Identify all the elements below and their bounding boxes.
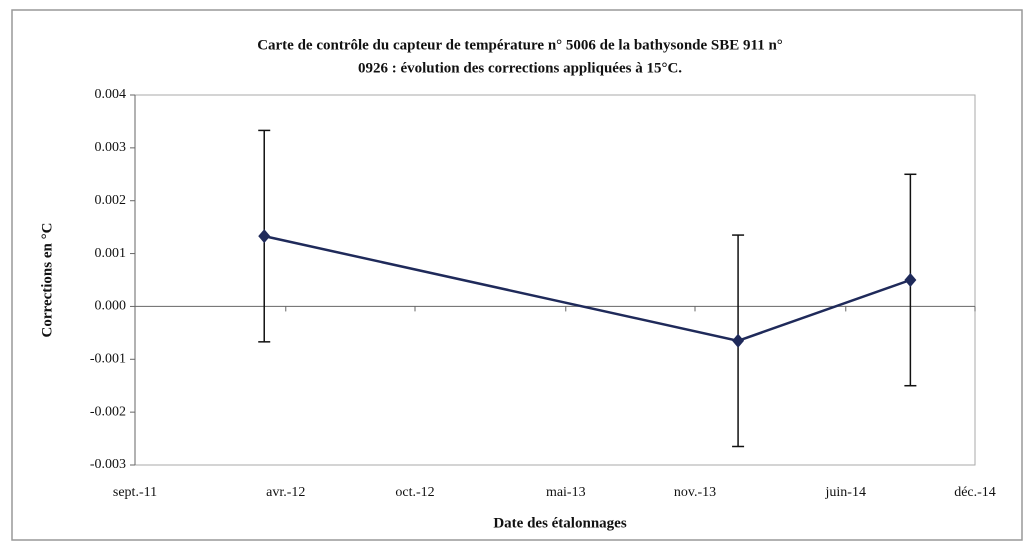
y-tick-label: 0.001: [95, 246, 127, 261]
y-axis-title: Corrections en °C: [39, 223, 55, 338]
y-tick-label: -0.001: [90, 352, 126, 367]
y-tick-label: 0.002: [95, 193, 127, 208]
marker: [732, 333, 745, 348]
marker: [904, 273, 917, 287]
y-tick-label: -0.002: [90, 404, 126, 419]
x-tick-label: mai-13: [546, 485, 586, 500]
x-tick-label: nov.-13: [674, 485, 716, 500]
x-axis-title: Date des étalonnages: [493, 515, 626, 531]
marker: [258, 229, 271, 244]
x-tick-label: oct.-12: [395, 485, 434, 500]
x-tick-label: déc.-14: [954, 485, 996, 500]
x-tick-label: juin-14: [825, 485, 866, 500]
x-tick-label: avr.-12: [266, 485, 305, 500]
y-tick-label: 0.003: [95, 140, 127, 155]
y-tick-label: 0.004: [95, 87, 127, 102]
chart-title: 0926 : évolution des corrections appliqu…: [358, 60, 682, 76]
chart-title: Carte de contrôle du capteur de températ…: [257, 37, 783, 53]
x-tick-label: sept.-11: [113, 485, 157, 500]
y-tick-label: 0.000: [95, 299, 127, 314]
chart-frame: [11, 9, 1023, 541]
y-tick-label: -0.003: [90, 457, 126, 472]
